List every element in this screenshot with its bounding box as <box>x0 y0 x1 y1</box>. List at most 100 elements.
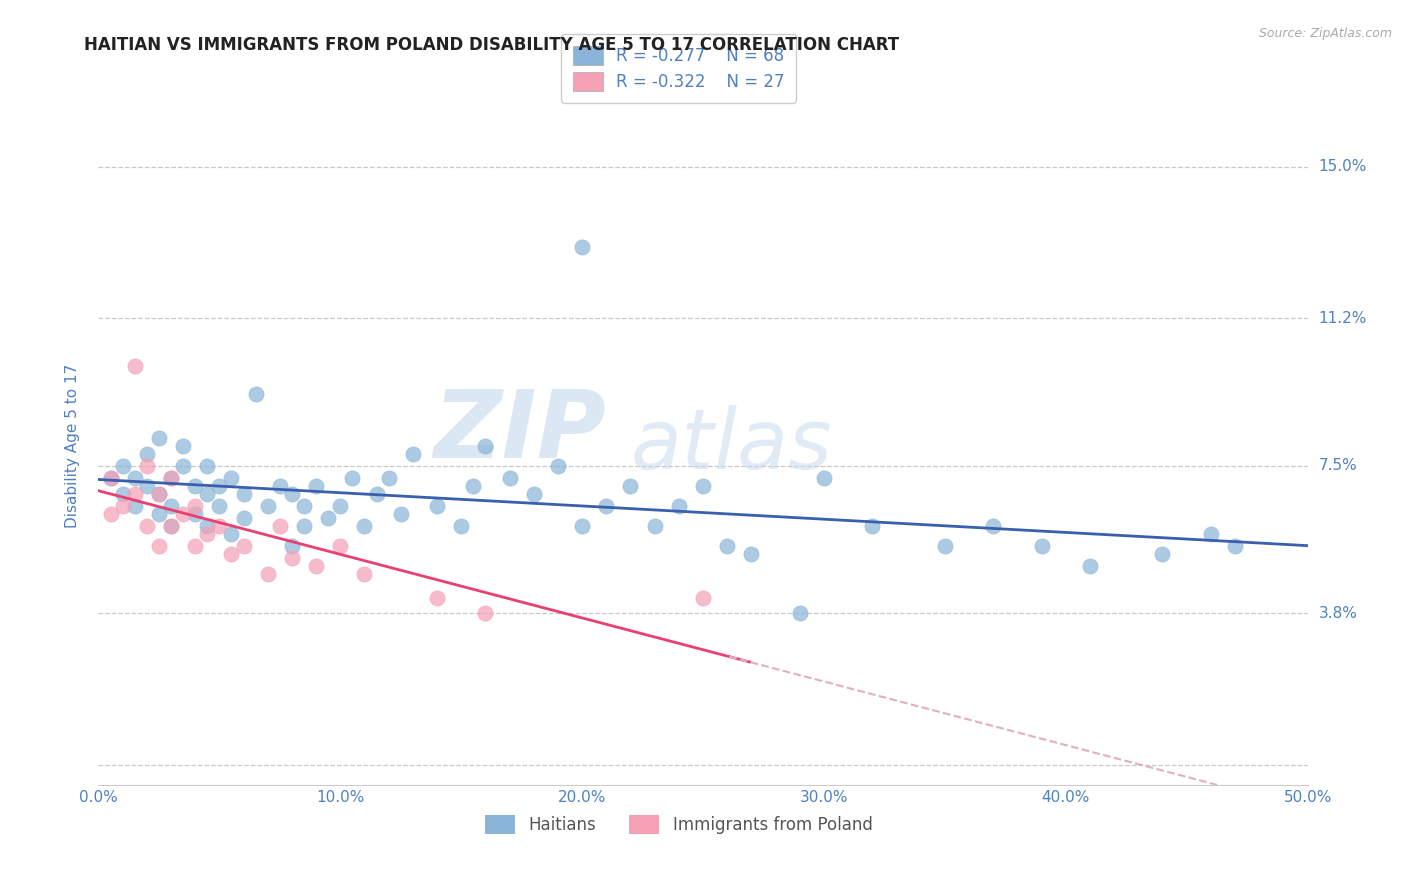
Point <box>184 539 207 553</box>
Point <box>221 471 243 485</box>
Point <box>281 550 304 565</box>
Point <box>148 487 170 501</box>
Point <box>547 458 569 473</box>
Point <box>1031 539 1053 553</box>
Point <box>148 431 170 445</box>
Point <box>160 471 183 485</box>
Point <box>342 471 364 485</box>
Point <box>292 518 315 533</box>
Point <box>100 471 122 485</box>
Point <box>172 439 194 453</box>
Point <box>389 507 412 521</box>
Text: atlas: atlas <box>630 406 832 486</box>
Point <box>329 499 352 513</box>
Point <box>232 487 254 501</box>
Point <box>208 499 231 513</box>
Y-axis label: Disability Age 5 to 17: Disability Age 5 to 17 <box>65 364 80 528</box>
Point <box>184 499 207 513</box>
Point <box>195 526 218 541</box>
Point <box>644 518 666 533</box>
Point <box>221 547 243 561</box>
Point <box>135 447 157 461</box>
Point <box>813 471 835 485</box>
Point <box>450 518 472 533</box>
Point <box>305 479 328 493</box>
Point <box>571 518 593 533</box>
Point <box>221 526 243 541</box>
Point <box>135 479 157 493</box>
Point <box>160 499 183 513</box>
Point <box>184 507 207 521</box>
Point <box>523 487 546 501</box>
Legend: Haitians, Immigrants from Poland: Haitians, Immigrants from Poland <box>475 805 883 845</box>
Point <box>619 479 641 493</box>
Point <box>692 591 714 605</box>
Point <box>1078 558 1101 573</box>
Point <box>124 471 146 485</box>
Point <box>571 239 593 253</box>
Point <box>256 499 278 513</box>
Point <box>934 539 956 553</box>
Point <box>245 387 267 401</box>
Point <box>426 591 449 605</box>
Point <box>124 359 146 374</box>
Point <box>353 518 375 533</box>
Point <box>148 539 170 553</box>
Point <box>860 518 883 533</box>
Point <box>195 518 218 533</box>
Point <box>316 510 339 524</box>
Point <box>160 471 183 485</box>
Point <box>292 499 315 513</box>
Point <box>269 518 291 533</box>
Point <box>1199 526 1222 541</box>
Text: 15.0%: 15.0% <box>1319 160 1367 174</box>
Point <box>256 566 278 581</box>
Point <box>208 518 231 533</box>
Point <box>474 439 496 453</box>
Point <box>716 539 738 553</box>
Point <box>305 558 328 573</box>
Text: ZIP: ZIP <box>433 386 606 478</box>
Point <box>172 507 194 521</box>
Point <box>474 607 496 621</box>
Point <box>135 518 157 533</box>
Point <box>111 487 134 501</box>
Point <box>124 499 146 513</box>
Point <box>668 499 690 513</box>
Point <box>111 458 134 473</box>
Point <box>160 518 183 533</box>
Point <box>353 566 375 581</box>
Point <box>329 539 352 553</box>
Point <box>377 471 399 485</box>
Point <box>1223 539 1246 553</box>
Point <box>124 487 146 501</box>
Point <box>269 479 291 493</box>
Point <box>100 507 122 521</box>
Point <box>498 471 520 485</box>
Point <box>692 479 714 493</box>
Point <box>232 510 254 524</box>
Point <box>402 447 425 461</box>
Point <box>595 499 617 513</box>
Point <box>172 458 194 473</box>
Point <box>100 471 122 485</box>
Text: 11.2%: 11.2% <box>1319 311 1367 326</box>
Point <box>148 487 170 501</box>
Point <box>981 518 1004 533</box>
Point <box>160 518 183 533</box>
Point <box>208 479 231 493</box>
Point <box>1152 547 1174 561</box>
Point <box>426 499 449 513</box>
Point <box>232 539 254 553</box>
Point <box>184 479 207 493</box>
Point <box>366 487 388 501</box>
Point <box>281 539 304 553</box>
Point <box>740 547 762 561</box>
Text: HAITIAN VS IMMIGRANTS FROM POLAND DISABILITY AGE 5 TO 17 CORRELATION CHART: HAITIAN VS IMMIGRANTS FROM POLAND DISABI… <box>84 36 900 54</box>
Point <box>135 458 157 473</box>
Point <box>463 479 485 493</box>
Point <box>111 499 134 513</box>
Point <box>195 487 218 501</box>
Text: 3.8%: 3.8% <box>1319 606 1358 621</box>
Point <box>281 487 304 501</box>
